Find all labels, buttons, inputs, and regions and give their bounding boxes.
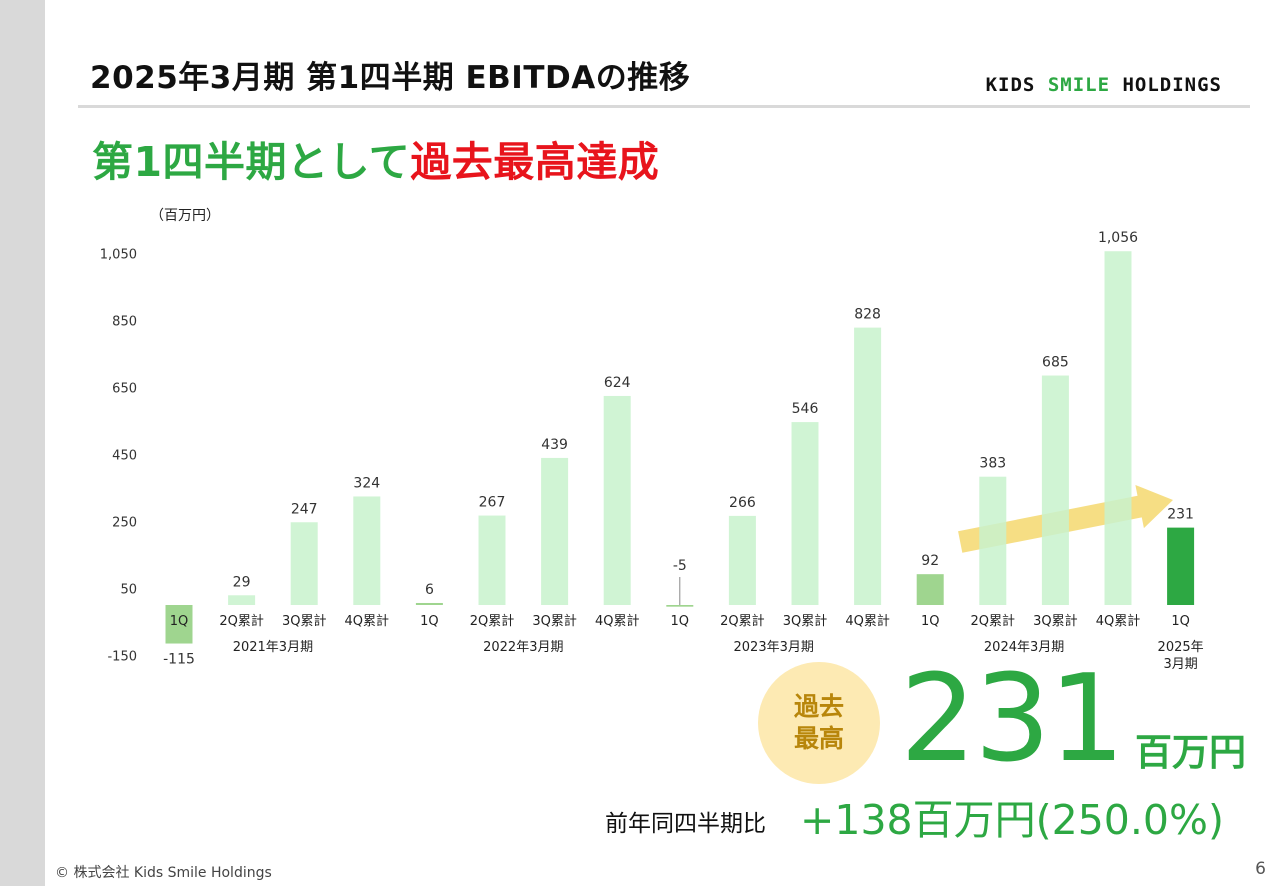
bar-2Q累計 [728,515,756,605]
highlight-value: 231 [900,650,1125,789]
fiscal-year-label: 2021年3月期 [233,640,313,655]
value-label: 6 [425,582,434,598]
category-label: 1Q [420,614,439,629]
bar-1Q [165,605,193,644]
y-tick-label: 50 [120,582,137,597]
category-label: 1Q [671,614,690,629]
headline: 第1四半期として過去最高達成 [92,128,659,188]
fiscal-year-label: 2025年 [1158,640,1204,655]
category-label: 4Q累計 [595,613,640,629]
bar-3Q累計 [791,422,819,605]
fiscal-year-label: 3月期 [1163,657,1197,672]
yoy-label: 前年同四半期比 [605,811,766,837]
category-label: 1Q [170,614,189,629]
bar-1Q [415,602,443,605]
category-label: 2Q累計 [219,613,264,629]
yoy-value: +138百万円(250.0%) [800,796,1224,844]
value-label: 92 [921,553,939,569]
badge-line-2: 最高 [793,724,844,753]
category-label: 3Q累計 [282,613,327,629]
category-label: 4Q累計 [345,613,390,629]
headline-red-text: 過去最高達成 [410,138,660,186]
left-margin-strip [0,0,45,886]
bar-3Q累計 [1041,375,1069,605]
value-label: 685 [1042,355,1069,371]
bar-4Q累計 [353,496,381,605]
title-divider [78,105,1250,108]
y-tick-label: 250 [112,515,137,530]
value-label: 828 [854,307,881,323]
bar-1Q [1167,527,1195,605]
category-label: 2Q累計 [971,613,1016,629]
y-tick-label: 1,050 [100,247,137,262]
category-label: 3Q累計 [783,613,828,629]
bar-3Q累計 [290,522,318,605]
y-tick-label: 850 [112,314,137,329]
brand-logo-part1: KIDS [985,74,1036,96]
bar-1Q [666,605,694,607]
category-label: 1Q [1171,614,1190,629]
category-label: 4Q累計 [1096,613,1141,629]
value-label: 266 [729,495,756,511]
bar-4Q累計 [603,395,631,605]
value-label: 1,056 [1098,230,1138,246]
bar-2Q累計 [478,515,506,605]
highlight-unit: 百万円 [1135,731,1246,774]
value-label: 267 [479,495,506,511]
value-label: 231 [1167,507,1194,523]
y-tick-label: 650 [112,381,137,396]
category-label: 3Q累計 [1033,613,1078,629]
value-label: -115 [163,652,195,668]
fiscal-year-label: 2024年3月期 [984,640,1064,655]
copyright: © 株式会社 Kids Smile Holdings [55,865,272,881]
fiscal-year-label: 2023年3月期 [734,640,814,655]
record-high-badge: 過去 最高 [758,662,880,784]
bar-4Q累計 [854,327,882,605]
value-label: 624 [604,375,631,391]
badge-line-1: 過去 [793,692,844,721]
chart-unit-label: （百万円） [150,208,220,224]
y-tick-label: -150 [107,649,137,664]
value-label: 383 [979,456,1006,472]
bar-2Q累計 [979,476,1007,605]
bar-3Q累計 [541,457,569,605]
headline-green-text: 第1四半期として [92,138,411,186]
value-label: 247 [291,501,318,517]
fiscal-year-label: 2022年3月期 [483,640,563,655]
value-label: 29 [233,574,251,590]
bar-4Q累計 [1104,251,1132,606]
category-label: 2Q累計 [720,613,765,629]
brand-logo-part2: SMILE [1047,74,1111,96]
category-label: 1Q [921,614,940,629]
page-title: 2025年3月期 第1四半期 EBITDAの推移 [90,60,691,96]
value-label: 439 [541,437,568,453]
bar-1Q [916,574,944,605]
category-label: 2Q累計 [470,613,515,629]
y-tick-label: 450 [112,448,137,463]
page-number: 6 [1255,859,1266,879]
value-label: 324 [353,475,380,491]
category-label: 4Q累計 [845,613,890,629]
brand-logo-part3: HOLDINGS [1122,74,1222,96]
brand-logo: KIDS SMILE HOLDINGS [986,74,1222,96]
category-label: 3Q累計 [532,613,577,629]
value-label: 546 [792,401,819,417]
bar-2Q累計 [228,595,256,605]
value-label: -5 [673,558,687,574]
